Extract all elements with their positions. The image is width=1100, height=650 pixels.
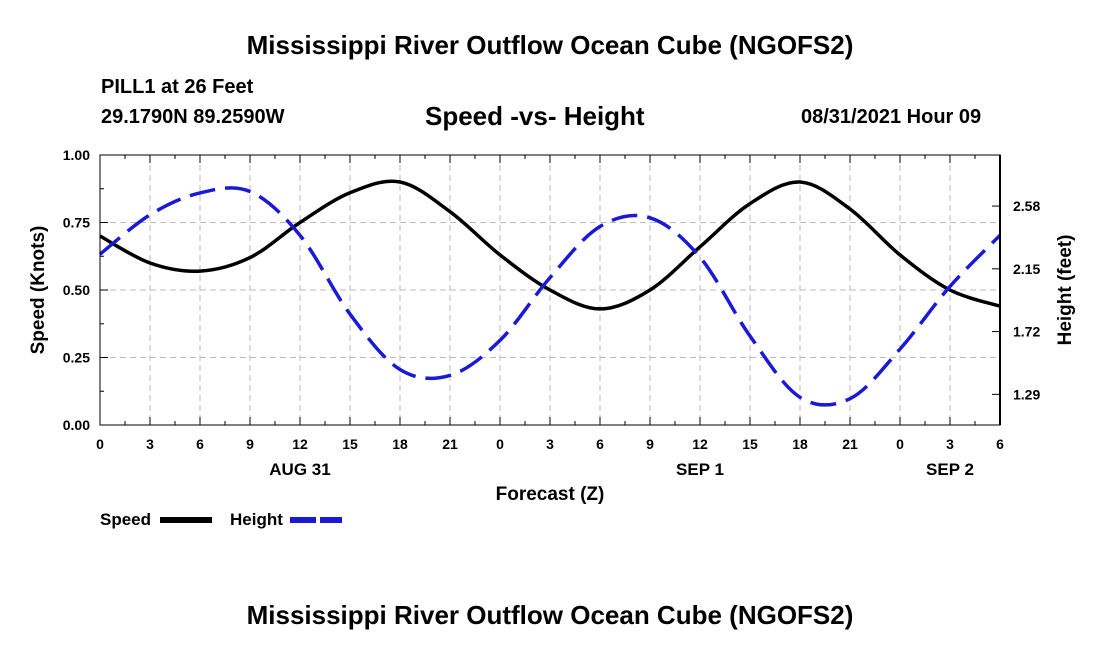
data-point-height [600, 226, 601, 227]
date-label: AUG 31 [269, 460, 330, 479]
x-tick-label: 6 [196, 436, 204, 452]
x-axis-label: Forecast (Z) [496, 484, 605, 505]
date-label: SEP 2 [926, 460, 974, 479]
data-point-height [150, 214, 151, 215]
data-point-height [400, 369, 401, 370]
x-tick-label: 18 [392, 436, 408, 452]
y-left-tick-label: 1.00 [63, 147, 90, 163]
x-tick-label: 9 [646, 436, 654, 452]
x-tick-label: 6 [596, 436, 604, 452]
axes: 0 3 6 9 12 15 18 21 0 3 6 9 12 15 18 21 0 3 6 AUG 31 SEP 1 SE… [63, 147, 1041, 479]
data-point-speed [800, 182, 801, 183]
data-point-height [200, 192, 201, 193]
forecast-datetime: 08/31/2021 Hour 09 [801, 106, 982, 128]
x-tick-label: 3 [946, 436, 954, 452]
data-point-height [350, 314, 351, 315]
x-tick-label: 15 [742, 436, 758, 452]
legend-speed-label: Speed [100, 510, 151, 529]
data-point-height [700, 257, 701, 258]
data-point-height [300, 235, 301, 236]
footer-title: Mississippi River Outflow Ocean Cube (NG… [246, 600, 854, 630]
x-tick-label: 3 [546, 436, 554, 452]
data-point-speed [850, 209, 851, 210]
data-point-height [800, 397, 801, 398]
series-layer [98, 179, 1002, 407]
data-point-height [650, 217, 651, 218]
data-point-height [250, 191, 251, 192]
data-point-speed [250, 257, 251, 258]
station-coordinates: 29.1790N 89.2590W [101, 106, 285, 128]
x-tick-label: 9 [246, 436, 254, 452]
y-axis-left-label: Speed (Knots) [28, 226, 49, 355]
data-point-speed [750, 203, 751, 204]
data-point-height [950, 286, 951, 287]
station-label: PILL1 at 26 Feet [101, 76, 254, 98]
data-point-height [750, 335, 751, 336]
y-right-tick-label: 1.72 [1013, 324, 1040, 340]
x-tick-label: 6 [996, 436, 1004, 452]
data-point-speed [550, 290, 551, 291]
x-tick-label: 0 [96, 436, 104, 452]
legend-height-label: Height [230, 510, 283, 529]
data-point-speed [150, 263, 151, 264]
x-tick-label: 18 [792, 436, 808, 452]
x-tick-label: 0 [896, 436, 904, 452]
data-point-speed [300, 222, 301, 223]
series-line-height [98, 186, 1002, 407]
y-left-tick-label: 0.00 [63, 417, 90, 433]
data-point-speed [650, 290, 651, 291]
data-point-speed [950, 290, 951, 291]
y-right-tick-label: 1.29 [1013, 386, 1040, 402]
x-tick-label: 15 [342, 436, 358, 452]
data-point-height [450, 375, 451, 376]
x-tick-label: 0 [496, 436, 504, 452]
data-point-speed [500, 254, 501, 255]
data-point-speed [900, 254, 901, 255]
data-point-height [500, 340, 501, 341]
data-point-speed [200, 271, 201, 272]
y-left-tick-label: 0.75 [63, 215, 90, 231]
y-right-tick-label: 2.15 [1013, 261, 1040, 277]
data-point-height [900, 349, 901, 350]
data-point-height [850, 398, 851, 399]
x-tick-label: 21 [442, 436, 458, 452]
x-tick-label: 12 [292, 436, 308, 452]
data-point-height [550, 277, 551, 278]
x-tick-label: 21 [842, 436, 858, 452]
x-tick-label: 12 [692, 436, 708, 452]
y-left-tick-label: 0.25 [63, 350, 90, 366]
data-point-speed [400, 182, 401, 183]
data-point-speed [450, 211, 451, 212]
legend: Speed Height [100, 510, 342, 529]
chart-title: Speed -vs- Height [425, 101, 645, 131]
y-axis-right-label: Height (feet) [1055, 235, 1076, 346]
data-point-speed [600, 308, 601, 309]
data-point-speed [350, 192, 351, 193]
data-point-speed [700, 246, 701, 247]
y-left-tick-label: 0.50 [63, 282, 90, 298]
date-label: SEP 1 [676, 460, 724, 479]
x-tick-label: 3 [146, 436, 154, 452]
y-right-tick-label: 2.58 [1013, 198, 1040, 214]
page-title: Mississippi River Outflow Ocean Cube (NG… [246, 30, 854, 60]
series-line-speed [99, 179, 1001, 311]
grid [100, 155, 1000, 425]
